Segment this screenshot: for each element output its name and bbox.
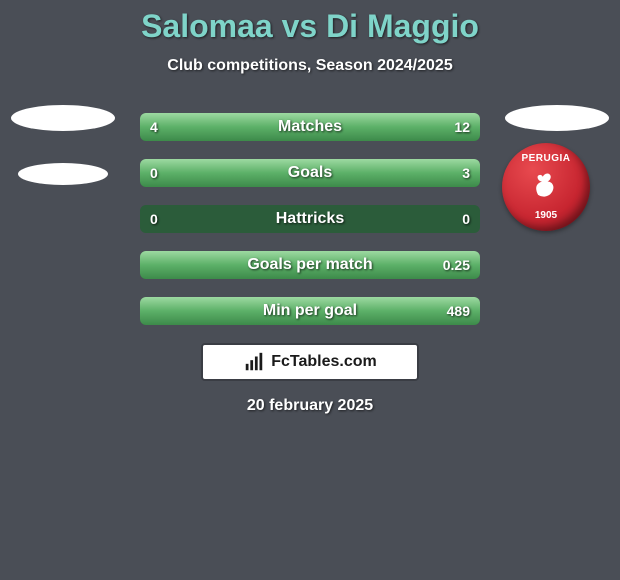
infographic-container: Salomaa vs Di Maggio Club competitions, … bbox=[0, 0, 620, 415]
left-team-logo bbox=[8, 151, 118, 185]
bar-fill-right bbox=[140, 297, 480, 325]
source-brand: FcTables.com bbox=[271, 353, 377, 371]
bar-fill-right bbox=[225, 113, 480, 141]
stat-bar: 03Goals bbox=[140, 159, 480, 187]
stat-value-right: 0 bbox=[462, 205, 470, 233]
page-title: Salomaa vs Di Maggio bbox=[0, 8, 620, 45]
ellipse-icon bbox=[505, 105, 609, 131]
stat-value-left: 0 bbox=[150, 205, 158, 233]
stat-bar: 489Min per goal bbox=[140, 297, 480, 325]
bar-fill-right bbox=[140, 159, 480, 187]
ellipse-icon bbox=[18, 163, 108, 185]
stat-label: Hattricks bbox=[140, 205, 480, 233]
crest-text-top: PERUGIA bbox=[521, 153, 570, 164]
stat-bar: 0.25Goals per match bbox=[140, 251, 480, 279]
date: 20 february 2025 bbox=[0, 397, 620, 415]
bar-fill-right bbox=[140, 251, 480, 279]
subtitle: Club competitions, Season 2024/2025 bbox=[0, 57, 620, 75]
stat-row: 489Min per goal bbox=[0, 287, 620, 333]
ellipse-icon bbox=[11, 105, 115, 131]
stat-row: PERUGIA190503Goals bbox=[0, 149, 620, 195]
stat-rows: 412MatchesPERUGIA190503Goals00Hattricks0… bbox=[0, 103, 620, 333]
bar-fill-left bbox=[140, 113, 225, 141]
source-box: FcTables.com bbox=[201, 343, 419, 381]
right-team-logo bbox=[502, 105, 612, 131]
stat-row: 0 0Hattricks bbox=[0, 195, 620, 241]
stat-row: 0.25Goals per match bbox=[0, 241, 620, 287]
left-team-logo bbox=[8, 105, 118, 131]
stat-bar: 0 0Hattricks bbox=[140, 205, 480, 233]
stat-bar: 412Matches bbox=[140, 113, 480, 141]
bar-chart-icon bbox=[243, 351, 265, 373]
